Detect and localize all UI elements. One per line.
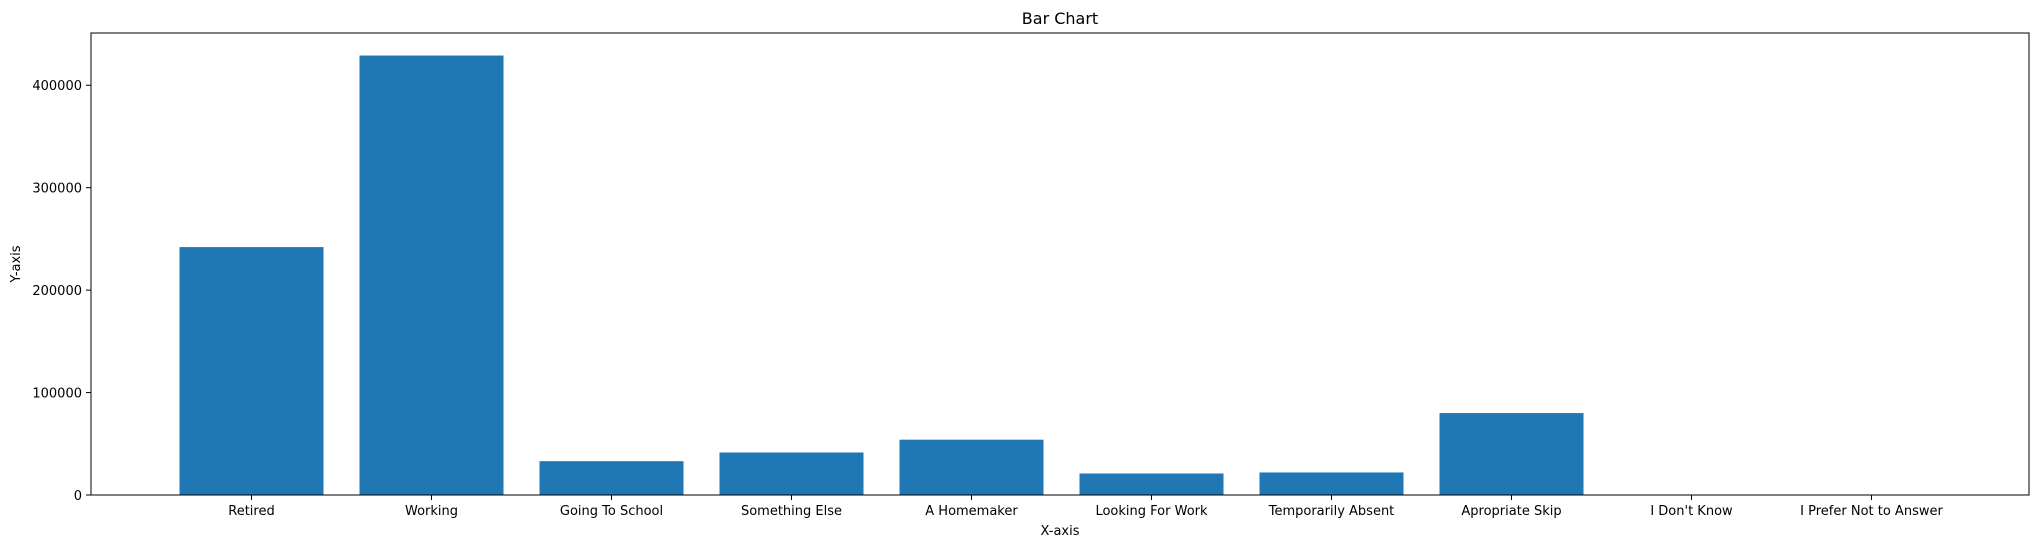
x-tick-label: Something Else <box>741 504 842 519</box>
bar-temporarily-absent <box>1259 472 1404 495</box>
y-tick-label: 100000 <box>32 387 82 402</box>
x-axis-ticks: Retired Working Going To School Something E… <box>228 495 1943 519</box>
bar-looking-for-work <box>1079 473 1224 495</box>
x-tick-label: Going To School <box>560 504 663 519</box>
x-tick-label: I Prefer Not to Answer <box>1800 504 1943 519</box>
x-tick-label: Temporarily Absent <box>1268 504 1395 519</box>
x-tick-label: A Homemaker <box>925 504 1018 519</box>
bar-apropriate-skip <box>1439 413 1584 495</box>
chart-title: Bar Chart <box>1022 9 1098 28</box>
y-tick-label: 200000 <box>32 284 82 299</box>
bar-retired <box>179 247 324 495</box>
x-tick-label: Looking For Work <box>1095 504 1208 519</box>
y-tick-label: 300000 <box>32 182 82 197</box>
bar-something-else <box>719 452 864 495</box>
y-axis-ticks: 0 100000 200000 300000 400000 <box>32 79 91 504</box>
x-tick-label: I Don't Know <box>1650 504 1733 519</box>
x-tick-label: Retired <box>228 504 274 519</box>
y-tick-label: 400000 <box>32 79 82 94</box>
plot-area-frame <box>90 32 2030 496</box>
bar-working <box>359 55 504 495</box>
y-axis-label: Y-axis <box>9 245 24 283</box>
bar-a-homemaker <box>899 439 1044 495</box>
x-axis-label: X-axis <box>1041 524 1080 539</box>
x-tick-label: Working <box>405 504 458 519</box>
y-tick-label: 0 <box>74 489 82 504</box>
x-tick-label: Apropriate Skip <box>1461 504 1561 519</box>
bar-going-to-school <box>539 461 684 495</box>
bars-group <box>179 55 1944 495</box>
